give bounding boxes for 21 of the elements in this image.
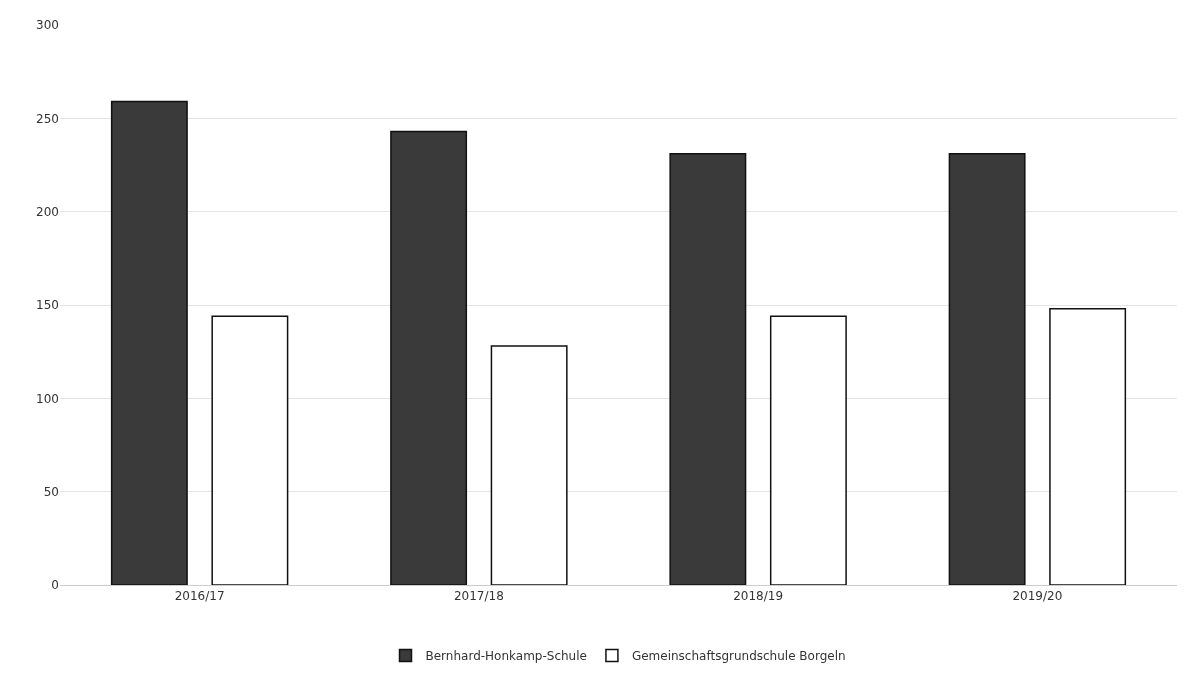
bar [1049, 307, 1127, 585]
y-tick-label: 150 [36, 298, 59, 313]
y-tick-label: 0 [51, 578, 59, 593]
x-tick-label: 2017/18 [453, 589, 504, 604]
bar [211, 315, 289, 585]
y-tick-label: 200 [36, 204, 59, 219]
bar [669, 153, 747, 585]
x-tick-label: 2016/17 [174, 589, 225, 604]
bar [110, 100, 188, 585]
bar [490, 345, 568, 585]
legend-label: Gemeinschaftsgrundschule Borgeln [631, 649, 846, 664]
y-tick-label: 100 [36, 391, 59, 406]
y-tick-label: 300 [36, 18, 59, 33]
legend-label: Bernhard-Honkamp-Schule [425, 649, 587, 664]
bar [769, 315, 847, 585]
y-tick-label: 50 [43, 484, 59, 499]
y-tick-label: 250 [36, 111, 59, 126]
bar [390, 130, 468, 585]
x-tick-label: 2018/19 [733, 589, 784, 604]
x-tick-label: 2019/20 [1012, 589, 1063, 604]
bar [948, 153, 1026, 585]
